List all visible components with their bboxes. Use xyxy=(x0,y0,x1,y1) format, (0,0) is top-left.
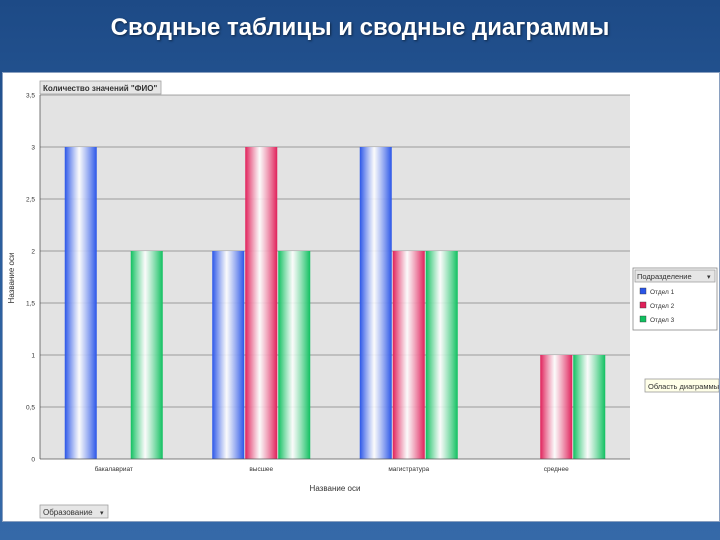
x-axis-title: Название оси xyxy=(310,484,361,493)
x-tick-label: высшее xyxy=(249,466,273,473)
bar[interactable] xyxy=(425,251,458,459)
legend-swatch xyxy=(639,287,647,295)
y-axis-title: Название оси xyxy=(7,253,16,304)
chart-area-label: Область диаграммы xyxy=(648,382,719,391)
legend-item-label: Отдел 1 xyxy=(650,289,675,296)
y-tick-label: 0,5 xyxy=(26,405,35,412)
legend-title: Подразделение xyxy=(637,272,692,281)
x-tick-label: бакалавриат xyxy=(95,465,133,473)
legend-item-label: Отдел 2 xyxy=(650,303,675,310)
pivot-chart: Количество значений "ФИО" 0 0,5 1 1,5 2 2,5 3 3… xyxy=(7,80,719,519)
bar[interactable] xyxy=(392,251,425,459)
bar[interactable] xyxy=(540,355,573,459)
y-tick-label: 1,5 xyxy=(26,301,35,308)
y-tick-labels: 0 0,5 1 1,5 2 2,5 3 3,5 xyxy=(26,93,35,464)
bar[interactable] xyxy=(573,355,606,459)
filter-field-button[interactable]: Образование ▾ xyxy=(39,504,109,519)
chart-title: Количество значений "ФИО" xyxy=(43,84,157,93)
y-tick-label: 1 xyxy=(31,353,35,360)
y-tick-label: 2,5 xyxy=(26,197,35,204)
legend-item-label: Отдел 3 xyxy=(650,317,675,324)
legend-dropdown-icon[interactable]: ▾ xyxy=(707,274,711,281)
filter-field-label: Образование xyxy=(43,508,93,517)
bar[interactable] xyxy=(359,147,392,459)
bar[interactable] xyxy=(130,251,163,459)
y-tick-label: 2 xyxy=(31,249,35,256)
x-tick-labels: бакалавриат высшее магистратура среднее xyxy=(95,465,570,473)
bar[interactable] xyxy=(245,147,278,459)
y-tick-label: 0 xyxy=(31,457,35,464)
x-tick-label: среднее xyxy=(544,466,569,473)
value-field-tag[interactable]: Количество значений "ФИО" xyxy=(39,80,162,95)
filter-dropdown-icon[interactable]: ▾ xyxy=(100,510,104,517)
legend-swatch xyxy=(639,301,647,309)
bar[interactable] xyxy=(64,147,97,459)
chart-area-tooltip: Область диаграммы xyxy=(644,378,719,393)
bars xyxy=(64,147,606,459)
bar[interactable] xyxy=(278,251,311,459)
y-tick-label: 3,5 xyxy=(26,93,35,100)
x-tick-label: магистратура xyxy=(388,466,429,473)
slide-title: Сводные таблицы и сводные диаграммы xyxy=(110,14,610,41)
legend-swatch xyxy=(639,315,647,323)
legend[interactable]: Подразделение ▾ Отдел 1 Отдел 2 Отдел 3 xyxy=(632,267,718,331)
bar[interactable] xyxy=(212,251,245,459)
y-tick-label: 3 xyxy=(31,145,35,152)
chart-sheet: Количество значений "ФИО" 0 0,5 1 1,5 2 2,5 3 3… xyxy=(2,72,720,522)
